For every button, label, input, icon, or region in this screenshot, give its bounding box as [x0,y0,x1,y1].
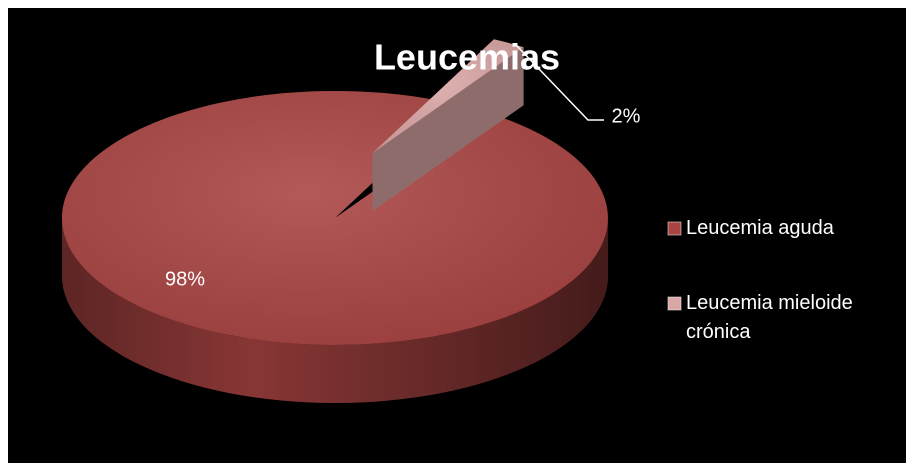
legend-label: Leucemia aguda [686,217,834,239]
slice-cut-shade [372,47,524,212]
data-label: 2% [612,105,641,127]
legend-item: Leucemia mieloide crónica [686,292,853,343]
slice-cut-face [372,47,524,212]
slice-shade [61,90,608,345]
data-label: 98% [165,268,205,290]
legend-item: Leucemia aguda [686,217,834,239]
plot-area [61,39,608,403]
legend-marker [667,221,682,236]
legend-label: Leucemia mieloide crónica [686,292,853,343]
legend-marker [667,296,682,311]
slice-side-shade [62,218,608,403]
slice-shade [372,39,524,154]
chart-title: Leucemias [374,37,560,78]
leader-line [515,44,604,121]
